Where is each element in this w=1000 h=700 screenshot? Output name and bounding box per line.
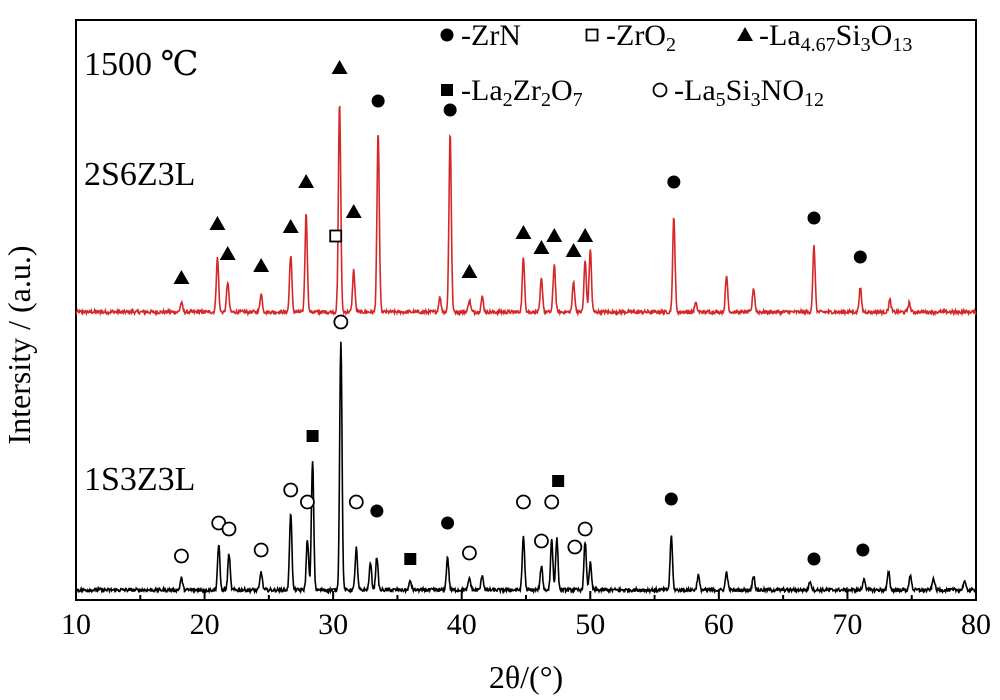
filled-circle-marker: [853, 250, 867, 264]
x-tick-label: 10: [61, 608, 91, 641]
series-line-1s3z3l: [75, 341, 977, 595]
filled-square-marker: [306, 430, 319, 442]
filled-triangle-marker: [565, 243, 582, 257]
filled-circle-marker: [807, 552, 821, 566]
open-circle-marker: [333, 314, 349, 330]
phase-markers: [173, 60, 870, 566]
filled-circle-marker: [667, 175, 681, 189]
filled-triangle-marker: [577, 228, 594, 242]
open-circle-legend-icon: [652, 82, 668, 98]
open-square-marker: [329, 229, 343, 243]
legend-label: -La5Si3NO12: [674, 74, 824, 111]
filled-circle-legend-icon: [440, 28, 454, 42]
filled-square-marker: [552, 475, 565, 487]
filled-triangle-marker: [209, 216, 226, 230]
x-axis-label: 2θ/(°): [489, 659, 563, 695]
filled-circle-marker: [443, 103, 457, 117]
open-circle-marker: [516, 494, 531, 510]
open-circle-marker: [577, 521, 593, 537]
series-label-2s6z3l: 2S6Z3L: [84, 156, 195, 193]
legend-label: -La4.67Si3O13: [759, 19, 912, 56]
open-circle-marker: [283, 482, 299, 498]
open-circle-marker: [348, 494, 364, 510]
filled-square-legend-icon: [441, 84, 453, 96]
legend-label: -ZrN: [461, 19, 521, 52]
filled-triangle-marker: [345, 204, 362, 218]
open-circle-marker: [221, 521, 237, 537]
series-1s3z3l: [75, 341, 977, 595]
filled-circle-marker: [441, 516, 455, 530]
open-circle-marker: [544, 494, 560, 510]
legend: -ZrN -ZrO2 -La4.67Si3O13 -La2Zr2O7 -La5Si3NO…: [440, 19, 912, 111]
filled-circle-marker: [371, 94, 385, 108]
filled-triangle-marker: [219, 246, 236, 260]
filled-circle-marker: [664, 492, 678, 506]
x-tick-label: 60: [704, 608, 734, 641]
series-line-2s6z3l: [75, 105, 977, 317]
x-tick-label: 70: [832, 608, 862, 641]
filled-triangle-marker: [331, 60, 348, 74]
filled-triangle-legend-icon: [737, 27, 753, 41]
x-tick-label: 20: [190, 608, 220, 641]
open-circle-marker: [253, 542, 269, 558]
x-tick-label: 80: [961, 608, 991, 641]
open-circle-marker: [462, 545, 477, 561]
y-axis-label: Intersity / (a.u.): [1, 245, 37, 444]
filled-triangle-marker: [173, 270, 190, 284]
open-circle-marker: [174, 548, 189, 564]
x-tick-label: 40: [447, 608, 477, 641]
x-ticks: 10 20 30 40 50 60 70 80: [61, 591, 991, 641]
filled-triangle-marker: [546, 228, 563, 242]
filled-circle-marker: [807, 211, 821, 225]
x-tick-label: 30: [318, 608, 348, 641]
filled-triangle-marker: [282, 219, 299, 233]
open-circle-marker: [534, 533, 549, 549]
filled-triangle-marker: [461, 264, 478, 278]
filled-triangle-marker: [253, 258, 270, 272]
series-2s6z3l: [75, 105, 977, 317]
legend-label: -La2Zr2O7: [461, 74, 583, 111]
series-label-1s3z3l: 1S3Z3L: [84, 461, 195, 498]
filled-circle-marker: [370, 504, 384, 518]
open-square-legend-icon: [585, 28, 599, 42]
filled-square-marker: [404, 553, 417, 565]
open-circle-marker: [300, 494, 315, 510]
filled-triangle-marker: [515, 225, 532, 239]
x-tick-label: 50: [575, 608, 605, 641]
open-circle-marker: [567, 539, 583, 555]
filled-triangle-marker: [533, 240, 550, 254]
filled-triangle-marker: [298, 174, 315, 188]
legend-label: -ZrO2: [606, 19, 676, 56]
filled-circle-marker: [856, 543, 870, 557]
temperature-label: 1500 ℃: [84, 46, 199, 83]
